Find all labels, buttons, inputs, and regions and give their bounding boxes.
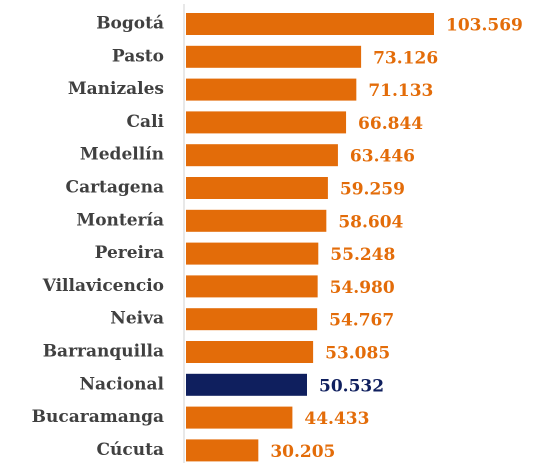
- category-label: Medellín: [80, 145, 164, 165]
- value-label: 54.980: [330, 278, 395, 298]
- bar: [186, 275, 318, 298]
- category-label: Pereira: [95, 243, 164, 263]
- value-label: 59.259: [340, 180, 405, 200]
- bar: [186, 13, 434, 35]
- category-label: Bucaramanga: [32, 407, 164, 427]
- value-label: 44.433: [304, 409, 369, 429]
- category-label: Bogotá: [96, 14, 164, 34]
- value-label: 30.205: [270, 442, 335, 462]
- value-label: 63.446: [350, 147, 415, 167]
- bar: [186, 406, 293, 429]
- value-label: 55.248: [330, 245, 395, 265]
- bar: [186, 308, 318, 331]
- bar: [186, 242, 319, 265]
- value-label: 54.767: [329, 311, 394, 331]
- value-label: 103.569: [446, 16, 523, 36]
- category-label: Cali: [127, 112, 165, 132]
- bar: [186, 111, 347, 134]
- category-label: Cúcuta: [97, 440, 164, 460]
- category-label: Neiva: [110, 309, 164, 329]
- bar: [186, 439, 259, 462]
- category-label: Cartagena: [66, 178, 164, 198]
- value-label: 50.532: [319, 376, 384, 396]
- bar: [186, 78, 357, 101]
- value-label: 71.133: [368, 81, 433, 101]
- bar: [186, 209, 327, 232]
- bar: [186, 45, 362, 68]
- category-label: Montería: [76, 210, 164, 230]
- category-label: Pasto: [112, 46, 164, 66]
- value-label: 66.844: [358, 114, 423, 134]
- value-label: 58.604: [338, 212, 403, 232]
- category-label: Villavicencio: [42, 276, 164, 296]
- value-label: 73.126: [373, 48, 438, 68]
- category-label: Manizales: [68, 79, 164, 99]
- bar: [186, 144, 338, 167]
- bar: [186, 177, 328, 199]
- value-label: 53.085: [325, 344, 390, 364]
- bar: [186, 341, 314, 363]
- category-label: Nacional: [79, 374, 164, 394]
- bar: [186, 373, 308, 396]
- category-label: Barranquilla: [43, 342, 164, 362]
